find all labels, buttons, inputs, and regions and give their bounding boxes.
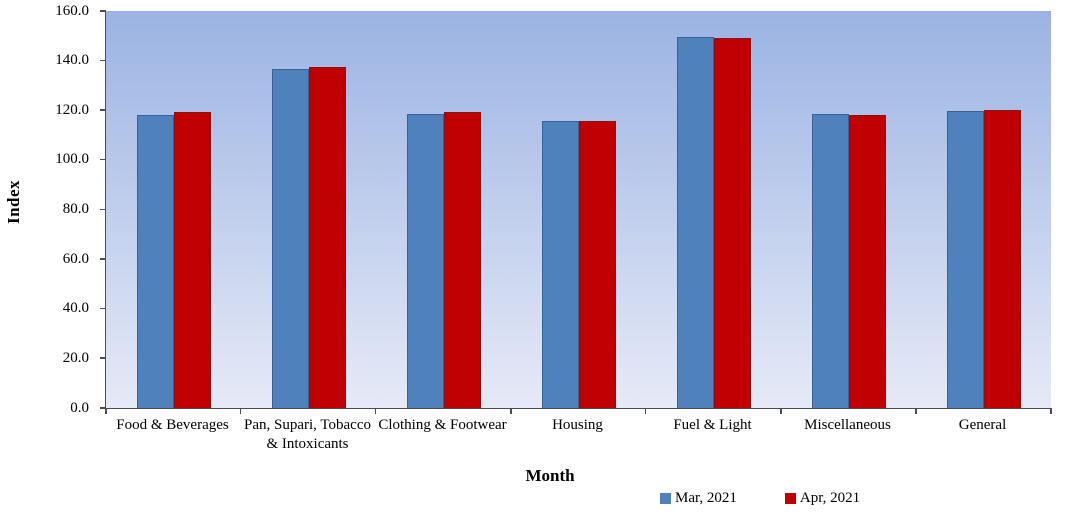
x-tick-mark	[105, 408, 107, 414]
y-tick-mark	[100, 307, 106, 310]
bar	[271, 68, 309, 408]
y-tick-mark	[100, 258, 106, 260]
bar	[541, 121, 579, 408]
bar	[811, 114, 849, 408]
plot-area	[100, 10, 1052, 414]
bar	[983, 109, 1021, 408]
bar	[676, 37, 714, 408]
bar	[848, 114, 886, 408]
bar	[713, 38, 751, 408]
bar	[308, 66, 346, 408]
category-label: Clothing & Footwear	[378, 417, 507, 433]
legend: Mar, 2021 Apr, 2021	[660, 490, 860, 507]
category-label: Housing	[552, 417, 603, 433]
y-tick-label: 60.0	[62, 250, 89, 267]
legend-item: Apr, 2021	[784, 490, 861, 507]
bar	[946, 111, 984, 408]
y-tick-label: 40.0	[62, 300, 89, 317]
bar-group	[916, 11, 1051, 408]
y-tick-mark	[100, 407, 106, 409]
x-tick-mark	[1050, 408, 1052, 414]
category-label: Miscellaneous	[804, 417, 891, 433]
category-label: Fuel & Light	[673, 417, 752, 433]
bar	[173, 111, 211, 408]
bar-group	[511, 11, 646, 408]
legend-label: Apr, 2021	[799, 490, 861, 506]
y-tick-label: 160.0	[55, 2, 89, 19]
legend-item: Mar, 2021	[660, 490, 737, 507]
bar-group	[376, 11, 511, 408]
y-tick-mark	[100, 10, 106, 12]
legend-label: Mar, 2021	[675, 490, 737, 506]
category-label: Pan, Supari, Tobacco & Intoxicants	[244, 417, 371, 452]
x-axis-labels: Food & Beverages Pan, Supari, Tobacco & I…	[105, 416, 1050, 454]
y-tick-label: 120.0	[55, 101, 89, 118]
y-tick-label: 100.0	[55, 151, 89, 168]
x-tick-mark	[374, 408, 377, 414]
x-tick-mark	[644, 408, 647, 414]
x-tick-mark	[239, 408, 242, 414]
bar	[406, 113, 444, 408]
x-tick-mark	[780, 408, 782, 414]
y-tick-label: 20.0	[62, 349, 89, 366]
bar-group	[241, 11, 376, 408]
bar-groups	[106, 11, 1051, 408]
x-tick-mark	[510, 408, 512, 414]
x-axis-title: Month	[525, 466, 575, 485]
bar-group	[106, 11, 241, 408]
legend-swatch	[784, 493, 796, 504]
y-tick-mark	[100, 109, 106, 111]
legend-swatch	[660, 493, 671, 504]
bar	[136, 114, 174, 408]
y-tick-label: 140.0	[55, 52, 89, 69]
y-tick-label: 80.0	[62, 201, 89, 217]
y-tick-mark	[100, 59, 106, 62]
bar-group	[781, 11, 916, 408]
y-tick-label: 0.0	[70, 399, 89, 416]
y-tick-mark	[100, 158, 106, 161]
x-tick-mark	[915, 408, 917, 414]
bar	[443, 112, 481, 408]
category-label: General	[958, 417, 1007, 433]
category-label: Food & Beverages	[116, 417, 229, 433]
y-tick-mark	[100, 357, 106, 359]
bar	[578, 121, 616, 408]
bar-group	[646, 11, 781, 408]
y-tick-mark	[100, 208, 106, 210]
